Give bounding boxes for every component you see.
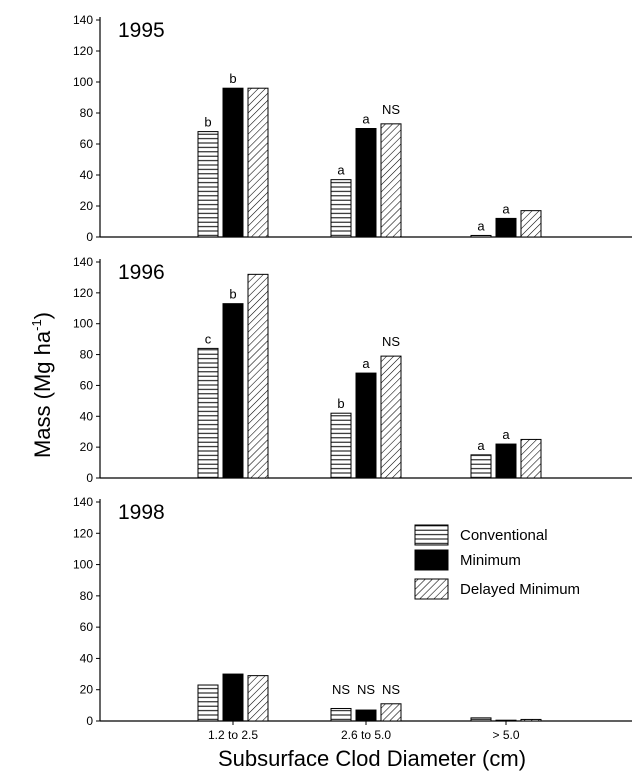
- significance-label: a: [502, 201, 510, 216]
- y-tick-label: 0: [86, 230, 93, 244]
- bar-conventional: [197, 347, 219, 479]
- y-axis-title-close: ): [30, 312, 55, 319]
- significance-label: a: [502, 427, 510, 442]
- significance-label: a: [337, 163, 345, 178]
- y-tick-label: 100: [73, 75, 93, 89]
- x-tick-label: 2.6 to 5.0: [341, 728, 391, 742]
- bar-conventional: [470, 234, 492, 238]
- bar-minimum: [495, 217, 517, 238]
- significance-label: NS: [332, 682, 350, 697]
- significance-label: NS: [382, 682, 400, 697]
- y-tick-label: 120: [73, 286, 93, 300]
- bar-conventional: [330, 412, 352, 479]
- legend-label-delayed-minimum: Delayed Minimum: [460, 581, 580, 598]
- panel-year-label: 1996: [118, 261, 165, 284]
- legend-label-conventional: Conventional: [460, 527, 548, 544]
- bar-delayed-minimum: [380, 703, 402, 722]
- significance-label: a: [362, 356, 370, 371]
- bar-conventional: [470, 717, 492, 722]
- bar-delayed-minimum: [380, 123, 402, 238]
- panel-1998: 0 20 40 60 80 100 120 140 1998 NS NS NS 1.2 to 2.5 2.…: [73, 495, 632, 742]
- y-tick-label: 80: [80, 348, 94, 362]
- bar-minimum: [355, 128, 377, 238]
- legend-label-minimum: Minimum: [460, 552, 521, 569]
- y-tick-label: 60: [80, 620, 94, 634]
- y-tick-label: 20: [80, 199, 94, 213]
- bar-minimum: [495, 443, 517, 479]
- legend-swatch-conventional: [414, 524, 449, 546]
- significance-label: a: [477, 438, 485, 453]
- y-tick-label: 120: [73, 526, 93, 540]
- bar-minimum: [355, 709, 377, 722]
- bar-minimum: [222, 303, 244, 479]
- y-axis-title: Mass (Mg ha-1): [29, 312, 55, 458]
- legend-swatch-delayed-minimum: [414, 578, 449, 600]
- y-tick-label: 80: [80, 106, 94, 120]
- panel-1996: 0 20 40 60 80 100 120 140 1996 c b a b a a NS: [73, 255, 632, 485]
- y-tick-label: 140: [73, 495, 93, 509]
- x-axis-title: Subsurface Clod Diameter (cm): [218, 746, 526, 771]
- x-tick-label: > 5.0: [492, 728, 519, 742]
- significance-label: NS: [357, 682, 375, 697]
- panel-year-label: 1995: [118, 19, 165, 42]
- legend: Conventional Minimum Delayed Minimum: [414, 524, 580, 600]
- bar-conventional: [330, 707, 352, 722]
- y-axis-title-exponent: -1: [29, 319, 44, 331]
- y-tick-label: 0: [86, 714, 93, 728]
- significance-label: b: [337, 396, 344, 411]
- bar-minimum: [222, 673, 244, 722]
- bar-delayed-minimum: [520, 210, 542, 238]
- bar-delayed-minimum: [247, 87, 269, 238]
- significance-label: NS: [382, 102, 400, 117]
- bar-minimum: [495, 719, 517, 722]
- x-tick-label: 1.2 to 2.5: [208, 728, 258, 742]
- y-tick-label: 80: [80, 589, 94, 603]
- significance-label: NS: [382, 334, 400, 349]
- y-axis-title-main: Mass (Mg ha: [30, 330, 55, 458]
- significance-label: b: [229, 287, 236, 302]
- bar-delayed-minimum: [520, 438, 542, 479]
- y-tick-label: 100: [73, 317, 93, 331]
- y-tick-label: 140: [73, 255, 93, 269]
- y-tick-label: 120: [73, 44, 93, 58]
- panel-1995: 0 20 40 60 80 100 120 140 1995 b a a b a a NS: [73, 13, 632, 244]
- y-tick-label: 140: [73, 13, 93, 27]
- bar-delayed-minimum: [520, 718, 542, 722]
- y-tick-label: 0: [86, 471, 93, 485]
- bar-minimum: [355, 372, 377, 479]
- significance-label: b: [204, 115, 211, 130]
- significance-label: a: [362, 112, 370, 127]
- bar-conventional: [197, 131, 219, 238]
- panel-year-label: 1998: [118, 501, 165, 524]
- bar-delayed-minimum: [247, 675, 269, 722]
- chart-panels: 0 20 40 60 80 100 120 140 1995 b a a b a a NS 0 20 40 60 80 1…: [73, 13, 632, 742]
- bar-delayed-minimum: [380, 355, 402, 479]
- y-tick-label: 60: [80, 378, 94, 392]
- significance-label: a: [477, 218, 485, 233]
- legend-swatch-minimum: [414, 549, 449, 571]
- y-tick-label: 20: [80, 440, 94, 454]
- bar-conventional: [470, 454, 492, 479]
- y-tick-label: 20: [80, 683, 94, 697]
- y-tick-label: 40: [80, 651, 94, 665]
- y-tick-label: 60: [80, 137, 94, 151]
- y-tick-label: 100: [73, 558, 93, 572]
- y-tick-label: 40: [80, 409, 94, 423]
- bar-minimum: [222, 87, 244, 238]
- bar-delayed-minimum: [247, 273, 269, 479]
- y-tick-label: 40: [80, 168, 94, 182]
- significance-label: b: [229, 71, 236, 86]
- bar-conventional: [330, 179, 352, 238]
- significance-label: c: [205, 331, 212, 346]
- bar-conventional: [197, 684, 219, 722]
